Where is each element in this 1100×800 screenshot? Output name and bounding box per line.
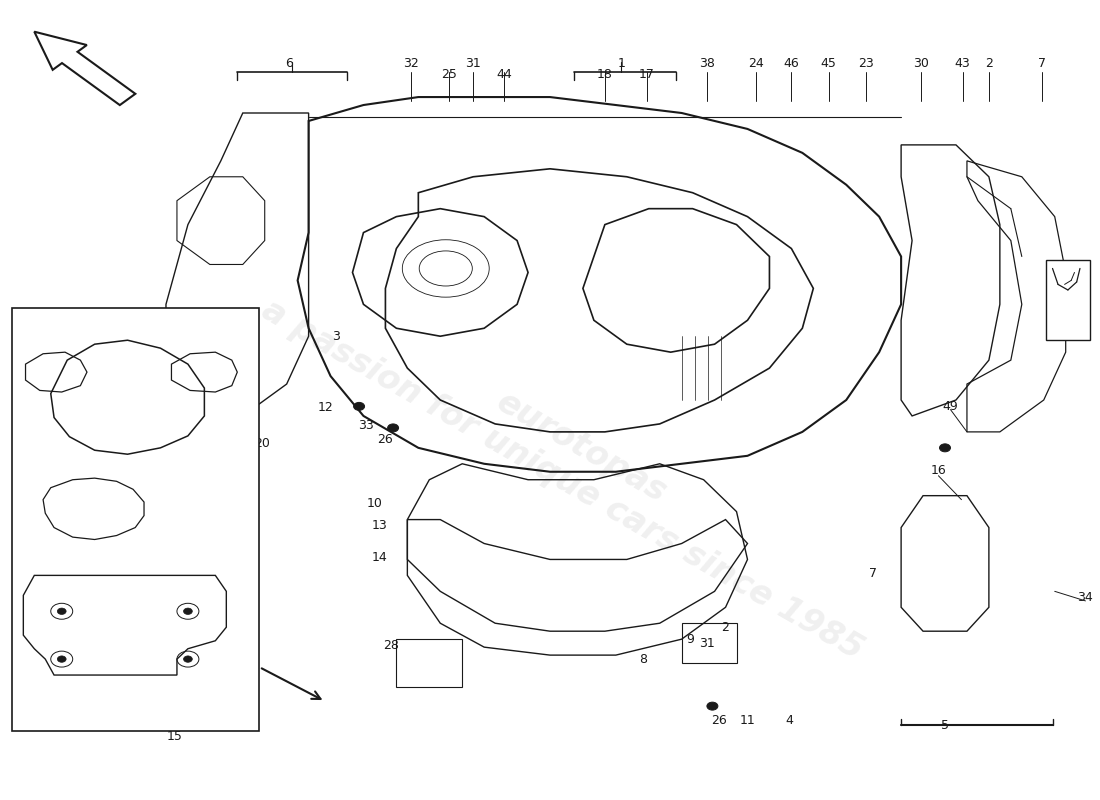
Text: 24: 24 — [748, 57, 764, 70]
Text: 26: 26 — [377, 434, 394, 446]
Text: 43: 43 — [955, 57, 970, 70]
Text: 46: 46 — [783, 57, 800, 70]
Text: 32: 32 — [403, 57, 418, 70]
Text: 11: 11 — [739, 714, 756, 727]
Text: 51: 51 — [1072, 280, 1088, 294]
Text: 47: 47 — [232, 479, 249, 493]
Text: 49: 49 — [943, 400, 958, 413]
Text: 7: 7 — [869, 567, 877, 580]
Text: 25: 25 — [441, 68, 456, 82]
Text: 20: 20 — [254, 438, 271, 450]
Circle shape — [707, 702, 718, 710]
Text: 28: 28 — [383, 639, 399, 652]
Text: 30: 30 — [913, 57, 928, 70]
Text: 31: 31 — [465, 57, 481, 70]
Text: 14: 14 — [372, 551, 388, 564]
Text: 34: 34 — [1078, 591, 1093, 604]
Text: 33: 33 — [358, 419, 374, 432]
Text: 8: 8 — [639, 653, 647, 666]
Text: 5: 5 — [940, 718, 949, 732]
Circle shape — [353, 402, 364, 410]
Circle shape — [57, 608, 66, 614]
Circle shape — [387, 424, 398, 432]
Text: 1: 1 — [617, 57, 625, 70]
Text: 2: 2 — [984, 57, 993, 70]
Circle shape — [57, 656, 66, 662]
Text: 17: 17 — [639, 68, 654, 82]
Circle shape — [184, 656, 192, 662]
Circle shape — [939, 444, 950, 452]
Text: 19: 19 — [73, 710, 88, 724]
Text: 12: 12 — [317, 402, 333, 414]
Text: 16: 16 — [931, 464, 946, 477]
Text: 7: 7 — [1037, 57, 1046, 70]
Text: 15: 15 — [167, 730, 183, 743]
Text: 23: 23 — [858, 57, 873, 70]
Text: 29: 29 — [62, 320, 77, 333]
Text: 38: 38 — [698, 57, 715, 70]
Bar — [1046, 261, 1090, 340]
Text: 10: 10 — [366, 497, 383, 510]
Text: 44: 44 — [496, 68, 512, 82]
Text: 6: 6 — [285, 57, 293, 70]
Text: eurotopas
a passion for unique cars since 1985: eurotopas a passion for unique cars sinc… — [256, 261, 888, 666]
Text: 45: 45 — [821, 57, 837, 70]
Text: 31: 31 — [698, 637, 715, 650]
Circle shape — [184, 608, 192, 614]
Text: 27: 27 — [95, 347, 110, 360]
Text: 2: 2 — [722, 621, 729, 634]
Text: 4: 4 — [785, 714, 793, 727]
Bar — [12, 308, 260, 731]
Text: 13: 13 — [372, 519, 388, 533]
Text: 3: 3 — [332, 330, 340, 342]
Text: 9: 9 — [686, 633, 694, 646]
Text: 26: 26 — [711, 714, 727, 727]
Text: 18: 18 — [597, 68, 613, 82]
